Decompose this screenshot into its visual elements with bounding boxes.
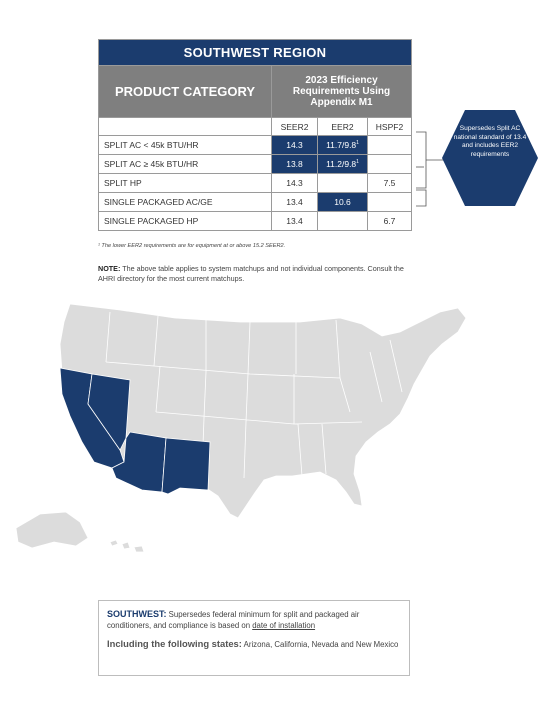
footnote-mark: 1 [356, 159, 359, 166]
col-hspf2: HSPF2 [367, 117, 412, 136]
summary-text: Supersedes federal minimum for split and… [107, 610, 360, 630]
note: NOTE: The above table applies to system … [98, 264, 418, 284]
callout-text: Supersedes Split AC national standard of… [453, 125, 527, 158]
row-hspf2 [367, 135, 412, 155]
alaska [15, 511, 89, 549]
row-category: SPLIT AC < 45k BTU/HR [98, 135, 272, 155]
note-label: NOTE: [98, 264, 121, 273]
footnote-mark: 1 [356, 140, 359, 147]
row-eer2 [317, 173, 368, 193]
category-header: PRODUCT CATEGORY [98, 65, 272, 118]
callout-hexagon [442, 110, 538, 206]
row-eer2: 11.2/9.81 [317, 154, 368, 174]
note-text: The above table applies to system matchu… [98, 264, 404, 283]
row-eer2-value: 11.7/9.8 [326, 140, 357, 150]
states-paragraph: Including the following states: Arizona,… [107, 638, 401, 651]
row-seer2: 14.3 [271, 173, 318, 193]
region-title: SOUTHWEST REGION [98, 39, 412, 66]
row-hspf2 [367, 192, 412, 212]
summary-paragraph: SOUTHWEST: Supersedes federal minimum fo… [107, 609, 401, 631]
row-eer2: 11.7/9.81 [317, 135, 368, 155]
row-hspf2 [367, 154, 412, 174]
row-seer2: 14.3 [271, 135, 318, 155]
table-row: SPLIT AC < 45k BTU/HR 14.3 11.7/9.81 [98, 135, 412, 155]
summary-label: SOUTHWEST: [107, 609, 167, 619]
col-seer2: SEER2 [271, 117, 318, 136]
date-of-installation-link[interactable]: date of installation [252, 620, 316, 630]
summary-box: SOUTHWEST: Supersedes federal minimum fo… [98, 600, 410, 676]
row-seer2: 13.4 [271, 211, 318, 231]
bracket-connector [416, 131, 444, 207]
row-category: SPLIT HP [98, 173, 272, 193]
table-row: SPLIT AC ≥ 45k BTU/HR 13.8 11.2/9.81 [98, 154, 412, 174]
row-hspf2: 6.7 [367, 211, 412, 231]
nevada [87, 373, 131, 451]
footnote: ¹ The lower EER2 requirements are for eq… [98, 243, 286, 249]
hawaii [109, 539, 145, 552]
row-category: SPLIT AC ≥ 45k BTU/HR [98, 154, 272, 174]
row-hspf2: 7.5 [367, 173, 412, 193]
row-eer2 [317, 211, 368, 231]
new-mexico [161, 437, 211, 495]
efficiency-table: SOUTHWEST REGION PRODUCT CATEGORY 2023 E… [98, 39, 412, 231]
col-eer2: EER2 [317, 117, 368, 136]
requirements-header-text: 2023 Efficiency Requirements Using Appen… [292, 75, 391, 108]
states-label: Including the following states: [107, 638, 242, 649]
row-seer2: 13.8 [271, 154, 318, 174]
row-eer2: 10.6 [317, 192, 368, 212]
row-category: SINGLE PACKAGED AC/GE [98, 192, 272, 212]
arizona [111, 431, 167, 493]
row-seer2: 13.4 [271, 192, 318, 212]
table-row: SINGLE PACKAGED AC/GE 13.4 10.6 [98, 192, 412, 212]
table-row: SINGLE PACKAGED HP 13.4 6.7 [98, 211, 412, 231]
us-map [15, 303, 467, 552]
table-row: SPLIT HP 14.3 7.5 [98, 173, 412, 193]
row-eer2-value: 11.2/9.8 [326, 159, 357, 169]
header-blank-cell [98, 117, 272, 136]
states-list: Arizona, California, Nevada and New Mexi… [241, 640, 399, 649]
requirements-header: 2023 Efficiency Requirements Using Appen… [271, 65, 412, 118]
row-category: SINGLE PACKAGED HP [98, 211, 272, 231]
